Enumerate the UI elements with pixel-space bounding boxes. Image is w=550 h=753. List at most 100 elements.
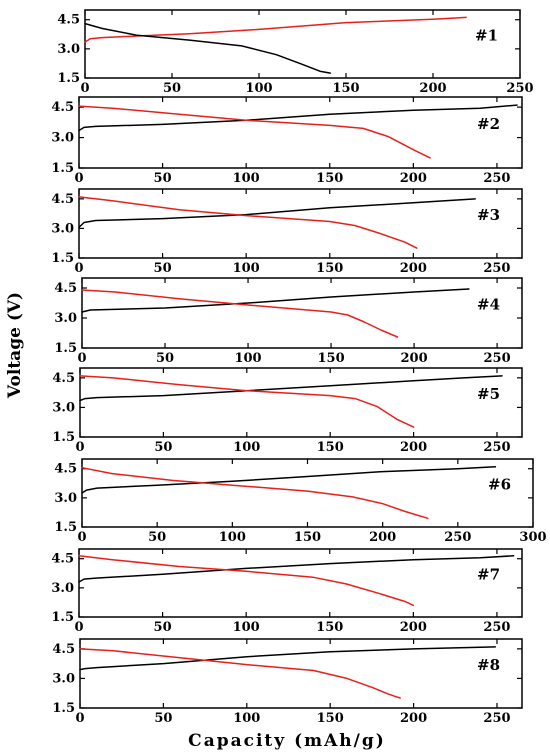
panel-5-y-tick-label: 4.5 — [52, 371, 75, 386]
panel-6-x-tick-label: 250 — [444, 530, 471, 545]
panel-5-label: #5 — [477, 385, 500, 403]
panel-1-x-tick-label: 50 — [163, 81, 181, 96]
panel-1-y-tick-label: 4.5 — [57, 13, 80, 28]
panel-1-charge-curve — [84, 16, 467, 43]
panel-2-x-tick-label: 0 — [74, 171, 83, 186]
panel-2-x-tick-label: 250 — [483, 171, 510, 186]
panel-2-label: #2 — [477, 115, 500, 133]
panel-4-x-tick-label: 50 — [156, 351, 174, 366]
panel-6-x-tick-label: 200 — [369, 530, 396, 545]
panel-6-charge-curve — [81, 466, 497, 494]
panel-5-x-tick-label: 50 — [154, 440, 172, 455]
panel-2-x-tick-label: 200 — [400, 171, 427, 186]
panel-8-y-tick-label: 4.5 — [52, 642, 75, 657]
panel-4-y-tick-label: 3.0 — [54, 311, 77, 326]
panel-1-x-tick-label: 100 — [245, 81, 272, 96]
panel-7-frame — [78, 548, 523, 618]
panel-3-x-tick-label: 200 — [400, 261, 427, 276]
panel-1-y-tick-label: 3.0 — [57, 42, 80, 57]
panel-4-x-tick-label: 0 — [77, 351, 86, 366]
panel-2-y-tick-label: 3.0 — [51, 131, 74, 146]
panel-8-frame — [79, 638, 523, 709]
panel-1-x-tick-label: 0 — [80, 81, 89, 96]
panel-4-y-tick-label: 1.5 — [54, 341, 77, 356]
panel-8-charge-curve — [79, 646, 497, 671]
panel-4-discharge-curve — [81, 289, 399, 338]
panel-1-x-tick-label: 150 — [332, 81, 359, 96]
panel-2-x-tick-label: 50 — [154, 171, 172, 186]
panel-2-discharge-curve — [78, 105, 431, 159]
panel-6-y-tick-label: 3.0 — [54, 491, 77, 506]
panel-5-x-tick-label: 0 — [75, 440, 84, 455]
panel-6-y-tick-label: 4.5 — [54, 462, 77, 477]
panel-3-discharge-curve — [78, 196, 418, 249]
panel-3-x-tick-label: 0 — [74, 261, 83, 276]
panel-8-x-tick-label: 150 — [317, 711, 344, 726]
panel-5-x-tick-label: 250 — [483, 440, 510, 455]
panel-8-discharge-curve — [79, 648, 401, 699]
panel-5-x-tick-label: 200 — [400, 440, 427, 455]
panel-4-x-tick-label: 250 — [484, 351, 511, 366]
panel-5-y-tick-label: 3.0 — [52, 400, 75, 415]
panel-2-charge-curve — [78, 104, 518, 132]
panel-6-y-tick-label: 1.5 — [54, 520, 77, 535]
panel-7-x-tick-label: 250 — [483, 620, 510, 635]
x-axis-title: Capacity (mAh/g) — [188, 731, 386, 751]
panel-6-label: #6 — [488, 476, 511, 494]
panel-6-x-tick-label: 0 — [77, 530, 86, 545]
panel-6-x-tick-label: 150 — [294, 530, 321, 545]
panel-7-x-tick-label: 150 — [316, 620, 343, 635]
panel-3-x-tick-label: 100 — [233, 261, 260, 276]
panel-2-x-tick-label: 100 — [233, 171, 260, 186]
panel-5-discharge-curve — [79, 375, 415, 428]
panel-1-x-tick-label: 200 — [419, 81, 446, 96]
panel-3-x-tick-label: 150 — [316, 261, 343, 276]
panel-8-x-tick-label: 50 — [154, 711, 172, 726]
panel-8-y-tick-label: 1.5 — [52, 701, 75, 716]
panel-3-x-tick-label: 250 — [483, 261, 510, 276]
panel-3-y-tick-label: 1.5 — [51, 251, 74, 266]
panel-3-y-tick-label: 3.0 — [51, 221, 74, 236]
panel-6-frame — [81, 458, 534, 528]
panel-4-label: #4 — [477, 296, 500, 314]
panel-4-charge-curve — [81, 288, 470, 313]
panel-3-y-tick-label: 4.5 — [51, 192, 74, 207]
panel-7-discharge-curve — [78, 555, 415, 607]
panel-2-frame — [78, 96, 523, 169]
panel-1-y-tick-label: 1.5 — [57, 71, 80, 86]
panel-6-x-tick-label: 50 — [148, 530, 166, 545]
panel-7-x-tick-label: 100 — [233, 620, 260, 635]
panel-2-x-tick-label: 150 — [316, 171, 343, 186]
panel-4-x-tick-label: 200 — [401, 351, 428, 366]
panel-8-x-tick-label: 100 — [233, 711, 260, 726]
panel-2-y-tick-label: 4.5 — [51, 100, 74, 115]
panel-7-y-tick-label: 4.5 — [51, 552, 74, 567]
panel-5-charge-curve — [79, 375, 503, 402]
panel-8-x-tick-label: 250 — [483, 711, 510, 726]
panel-4-y-tick-label: 4.5 — [54, 281, 77, 296]
panel-7-x-tick-label: 0 — [74, 620, 83, 635]
panel-6-x-tick-label: 100 — [219, 530, 246, 545]
panel-1-discharge-curve — [84, 22, 332, 74]
panel-7-y-tick-label: 3.0 — [51, 581, 74, 596]
panel-5-y-tick-label: 1.5 — [52, 430, 75, 445]
panel-7-x-tick-label: 50 — [154, 620, 172, 635]
panel-7-charge-curve — [78, 555, 515, 583]
panel-7-y-tick-label: 1.5 — [51, 610, 74, 625]
panel-1-x-tick-label: 250 — [506, 81, 533, 96]
panel-8-x-tick-label: 200 — [400, 711, 427, 726]
panel-3-label: #3 — [477, 206, 500, 224]
panel-7-x-tick-label: 200 — [400, 620, 427, 635]
panel-2-y-tick-label: 1.5 — [51, 161, 74, 176]
panel-8-y-tick-label: 3.0 — [52, 671, 75, 686]
panel-4-x-tick-label: 150 — [317, 351, 344, 366]
panel-8-label: #8 — [477, 656, 500, 674]
y-axis-title: Voltage (V) — [5, 292, 25, 399]
panel-8-x-tick-label: 0 — [75, 711, 84, 726]
panel-7-label: #7 — [477, 566, 500, 584]
panel-1-label: #1 — [475, 27, 498, 45]
panel-4-frame — [81, 277, 523, 349]
panel-3-frame — [78, 188, 523, 259]
